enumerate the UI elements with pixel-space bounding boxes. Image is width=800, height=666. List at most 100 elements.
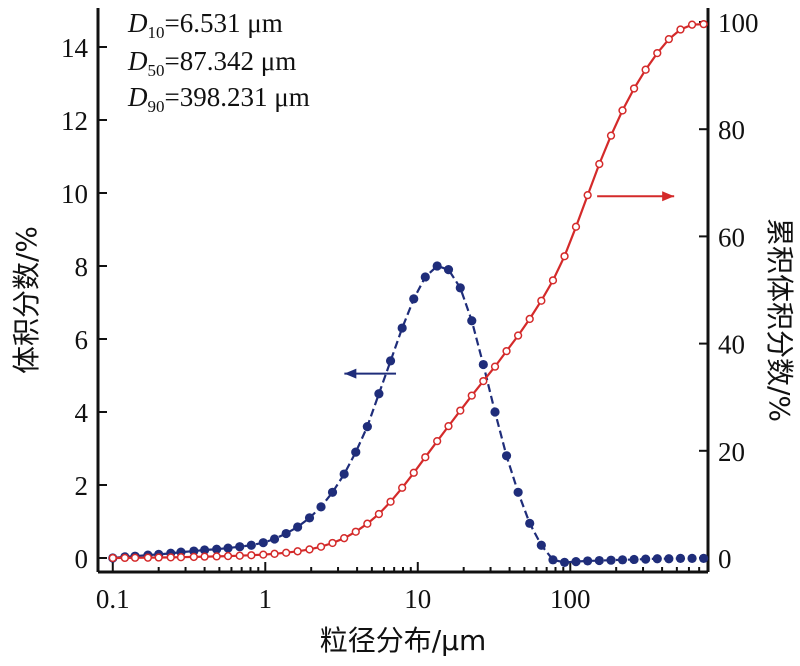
- data-point: [130, 553, 140, 562]
- data-point: [479, 376, 488, 386]
- data-point: [548, 276, 558, 285]
- x-tick-label: 100: [550, 584, 591, 614]
- data-point: [339, 469, 349, 479]
- data-point: [594, 555, 604, 566]
- data-point: [676, 25, 685, 34]
- data-point: [664, 35, 674, 44]
- data-point: [212, 544, 222, 554]
- y-left-tick-label: 2: [75, 471, 89, 501]
- data-point: [316, 502, 326, 512]
- data-point: [536, 540, 546, 550]
- y-axis-title-left: 体积分数/%: [10, 226, 43, 374]
- data-point: [212, 552, 221, 561]
- data-point: [548, 555, 558, 565]
- data-point: [235, 542, 245, 552]
- data-point: [305, 545, 314, 554]
- data-point: [281, 528, 291, 539]
- data-point: [247, 551, 256, 560]
- data-point: [525, 518, 535, 528]
- data-point: [340, 534, 349, 543]
- data-point: [513, 331, 523, 340]
- data-point: [629, 84, 639, 93]
- data-point: [269, 534, 280, 544]
- data-point: [363, 519, 372, 528]
- data-point: [293, 547, 302, 556]
- left-series-arrow-head: [344, 368, 357, 379]
- data-point: [583, 190, 592, 200]
- data-point: [456, 406, 465, 415]
- x-tick-label: 10: [404, 584, 431, 614]
- data-point: [270, 549, 279, 558]
- data-point: [120, 553, 130, 563]
- data-point: [571, 222, 581, 231]
- data-point: [398, 483, 407, 492]
- y-left-tick-label: 14: [61, 33, 89, 63]
- data-point: [490, 362, 500, 371]
- data-point: [443, 265, 454, 275]
- y-right-tick-label: 40: [718, 330, 745, 360]
- data-point: [386, 497, 395, 506]
- data-point: [281, 548, 291, 557]
- data-point: [258, 538, 268, 548]
- data-point: [328, 538, 337, 548]
- series-arrows: [344, 191, 675, 379]
- data-point: [641, 65, 650, 74]
- data-point: [687, 20, 697, 29]
- y-right-tick-label: 100: [718, 8, 759, 38]
- data-point: [675, 553, 686, 563]
- y-left-tick-label: 12: [61, 106, 88, 136]
- data-point: [421, 453, 430, 462]
- ticks: 0.1 1 10 100 0 2 4 6 8 10 12 14 0 20 40 60 80 100: [61, 8, 759, 614]
- data-point: [595, 159, 604, 169]
- data-point: [571, 557, 581, 567]
- data-point: [362, 422, 372, 432]
- data-point: [176, 553, 186, 562]
- data-point: [397, 323, 407, 333]
- data-point: [606, 555, 616, 565]
- data-point: [223, 543, 233, 553]
- y-left-tick-label: 0: [75, 544, 89, 574]
- data-point: [304, 513, 315, 523]
- data-point: [467, 316, 477, 326]
- x-tick-label: 1: [259, 584, 273, 614]
- data-point: [525, 314, 534, 324]
- data-point: [537, 296, 546, 305]
- stat-d90: D90=398.231 μm: [127, 82, 310, 116]
- data-point: [409, 468, 418, 477]
- y-right-tick-label: 0: [718, 544, 732, 574]
- data-point: [351, 527, 360, 536]
- data-point: [606, 131, 616, 140]
- data-point: [629, 554, 639, 565]
- particle-size-stats: D10=6.531 μm D50=87.342 μm D90=398.231 μ…: [127, 8, 310, 116]
- data-point: [409, 294, 419, 304]
- data-point: [351, 447, 361, 457]
- series-line-left: [112, 264, 704, 564]
- data-point: [385, 356, 396, 366]
- y-right-tick-label: 80: [718, 115, 745, 145]
- y-left-tick-label: 6: [75, 325, 89, 355]
- series-layer: [108, 19, 709, 567]
- y-left-tick-label: 10: [61, 179, 88, 209]
- data-point: [166, 553, 175, 562]
- data-point: [618, 106, 627, 115]
- x-tick-label: 0.1: [96, 584, 130, 614]
- y-axis-title-right: 累积体积分数/%: [763, 218, 796, 422]
- right-series-arrow-head: [662, 191, 675, 202]
- series-right: [108, 19, 708, 563]
- data-point: [652, 554, 662, 564]
- data-point: [444, 421, 453, 431]
- data-point: [223, 551, 233, 561]
- data-point: [199, 545, 210, 555]
- y-right-tick-label: 60: [718, 222, 745, 252]
- y-left-tick-label: 8: [75, 252, 89, 282]
- data-point: [420, 272, 430, 282]
- data-point: [560, 252, 569, 261]
- data-point: [200, 552, 209, 561]
- data-point: [432, 261, 442, 271]
- stat-d50: D50=87.342 μm: [127, 46, 296, 80]
- x-axis-title: 粒径分布/μm: [320, 624, 487, 657]
- data-point: [664, 554, 674, 564]
- data-point: [653, 48, 662, 58]
- data-point: [455, 283, 465, 293]
